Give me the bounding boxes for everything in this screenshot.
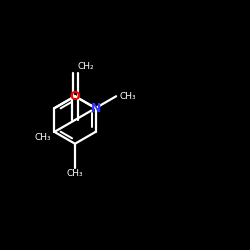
Text: CH₃: CH₃ bbox=[35, 133, 51, 142]
Text: CH₂: CH₂ bbox=[78, 62, 94, 71]
Text: CH₃: CH₃ bbox=[67, 170, 83, 178]
Text: N: N bbox=[90, 102, 101, 114]
Text: CH₃: CH₃ bbox=[119, 92, 136, 101]
Text: O: O bbox=[70, 90, 80, 103]
